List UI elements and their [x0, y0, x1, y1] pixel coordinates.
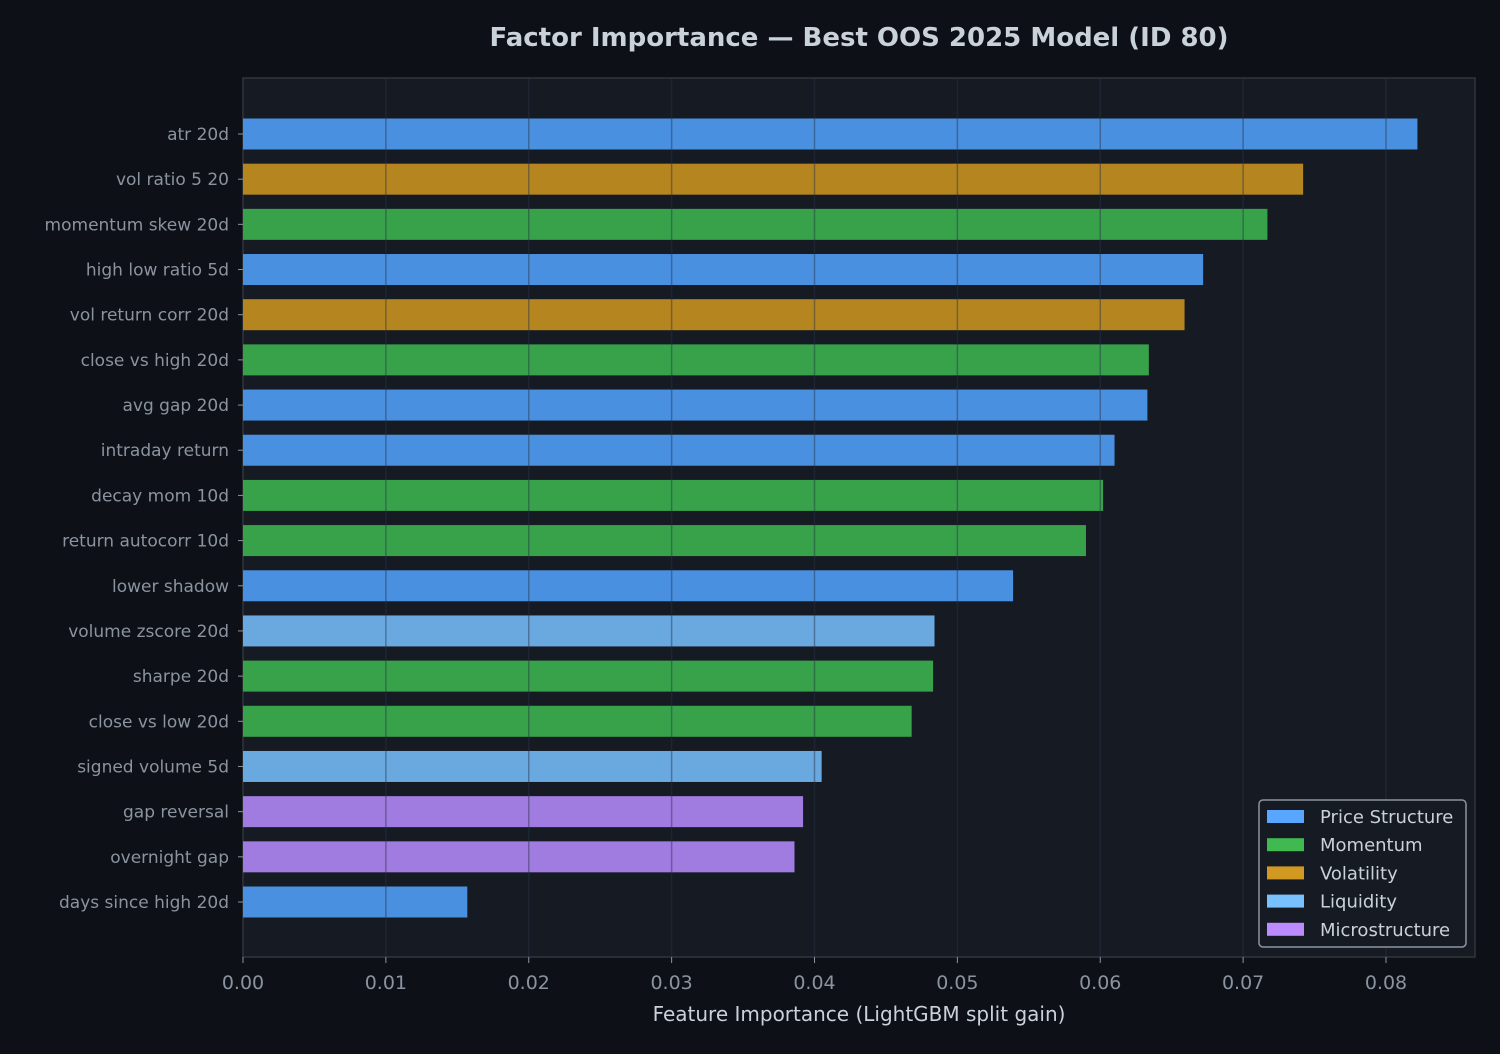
- y-tick-label: close vs low 20d: [89, 712, 229, 732]
- legend: Price Structure Momentum Volatility Liquidi…: [1258, 799, 1467, 948]
- chart-title: Factor Importance — Best OOS 2025 Model …: [489, 23, 1228, 53]
- bar: [243, 750, 822, 782]
- y-tick-label: sharpe 20d: [133, 667, 229, 687]
- y-tick-label: days since high 20d: [59, 893, 229, 913]
- bar: [243, 705, 912, 737]
- x-tick-label: 0.03: [650, 972, 692, 994]
- y-tick-label: volume zscore 20d: [68, 622, 229, 642]
- bar: [243, 886, 468, 918]
- legend-label: Liquidity: [1320, 892, 1397, 913]
- x-axis-label: Feature Importance (LightGBM split gain): [653, 1002, 1066, 1026]
- x-tick-label: 0.00: [222, 972, 264, 994]
- legend-swatch: [1267, 894, 1304, 908]
- bar: [243, 841, 795, 873]
- y-tick-label: intraday return: [101, 441, 229, 461]
- legend-box: [1258, 799, 1467, 948]
- y-tick-label: close vs high 20d: [81, 351, 229, 371]
- y-tick-label: vol ratio 5 20: [116, 170, 229, 190]
- y-tick-label: signed volume 5d: [77, 757, 229, 777]
- legend-swatch: [1267, 922, 1304, 936]
- legend-swatch: [1267, 866, 1304, 880]
- x-tick-label: 0.08: [1365, 972, 1407, 994]
- y-tick-label: atr 20d: [167, 125, 229, 145]
- bar: [243, 163, 1304, 195]
- bar: [243, 118, 1418, 150]
- y-tick-label: high low ratio 5d: [86, 261, 229, 281]
- bar: [243, 208, 1268, 240]
- legend-swatch: [1267, 838, 1304, 852]
- legend-label: Volatility: [1320, 863, 1398, 884]
- bar: [243, 479, 1104, 511]
- bar: [243, 344, 1149, 376]
- x-tick-label: 0.02: [508, 972, 550, 994]
- x-tick-label: 0.01: [365, 972, 407, 994]
- bar: [243, 299, 1185, 331]
- legend-label: Microstructure: [1320, 920, 1450, 941]
- bar: [243, 434, 1115, 466]
- bar: [243, 570, 1014, 602]
- bar: [243, 796, 804, 828]
- y-tick-label: gap reversal: [123, 803, 229, 823]
- bar: [243, 389, 1148, 421]
- legend-label: Momentum: [1320, 835, 1423, 856]
- x-tick-label: 0.06: [1079, 972, 1121, 994]
- bar: [243, 254, 1204, 286]
- y-tick-label: decay mom 10d: [91, 486, 229, 506]
- x-tick-label: 0.05: [936, 972, 978, 994]
- legend-swatch: [1267, 810, 1304, 823]
- y-tick-label: overnight gap: [110, 848, 229, 868]
- bar: [243, 615, 935, 647]
- x-tick-label: 0.04: [793, 972, 835, 994]
- x-tick-label: 0.07: [1222, 972, 1264, 994]
- legend-label: Price Structure: [1320, 807, 1453, 828]
- y-tick-label: return autocorr 10d: [62, 532, 229, 552]
- bar: [243, 525, 1086, 557]
- y-tick-label: vol return corr 20d: [70, 306, 229, 326]
- bar: [243, 660, 934, 692]
- y-tick-label: avg gap 20d: [123, 396, 230, 416]
- y-tick-label: momentum skew 20d: [45, 215, 229, 235]
- y-tick-label: lower shadow: [112, 577, 229, 597]
